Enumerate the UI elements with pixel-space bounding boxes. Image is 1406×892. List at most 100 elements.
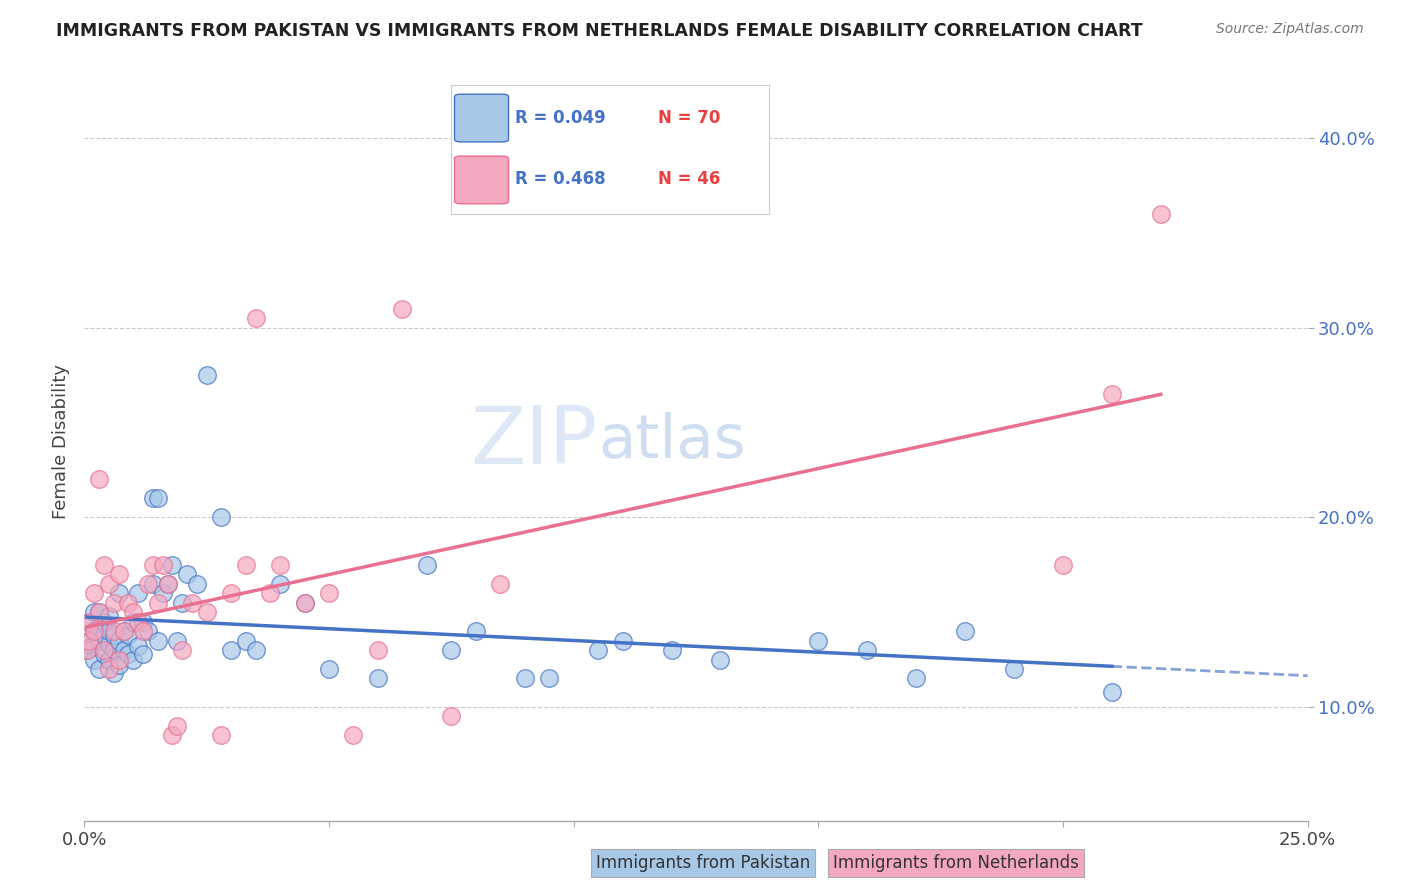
Point <box>235 633 257 648</box>
Point <box>76 643 98 657</box>
Point <box>440 709 463 723</box>
Point <box>77 633 100 648</box>
Point <box>1101 685 1123 699</box>
Point <box>186 576 208 591</box>
Point <box>93 558 115 572</box>
Point <box>107 567 129 582</box>
Point <box>1150 207 1173 221</box>
Text: Immigrants from Netherlands: Immigrants from Netherlands <box>834 855 1078 872</box>
Point <box>235 558 257 572</box>
Point <box>117 628 139 642</box>
Point <box>87 605 110 619</box>
Point <box>162 728 184 742</box>
Point <box>80 639 103 653</box>
Point <box>87 473 110 487</box>
Point <box>1002 662 1025 676</box>
Point <box>318 662 340 676</box>
Point <box>142 491 165 506</box>
Point <box>136 624 159 639</box>
Point <box>612 633 634 648</box>
Point <box>172 596 194 610</box>
Point <box>117 647 139 661</box>
Point <box>905 672 928 686</box>
Point <box>172 643 194 657</box>
Point <box>195 368 218 383</box>
Point <box>367 643 389 657</box>
Point <box>807 633 830 648</box>
Point <box>489 576 512 591</box>
Point <box>87 605 110 619</box>
Point <box>117 596 139 610</box>
Point <box>97 609 120 624</box>
Point <box>142 558 165 572</box>
Point <box>87 620 110 634</box>
Point <box>127 615 149 629</box>
Point <box>146 596 169 610</box>
Point <box>112 624 135 639</box>
Point <box>342 728 364 742</box>
Point <box>269 558 291 572</box>
Point <box>245 311 267 326</box>
Point <box>142 576 165 591</box>
Point <box>76 643 98 657</box>
Point <box>294 596 316 610</box>
Point <box>107 633 129 648</box>
Point <box>97 576 120 591</box>
Point <box>156 576 179 591</box>
Point <box>122 605 145 619</box>
Text: Source: ZipAtlas.com: Source: ZipAtlas.com <box>1216 22 1364 37</box>
Point <box>195 605 218 619</box>
Point <box>856 643 879 657</box>
Point <box>709 652 731 666</box>
Point <box>132 647 155 661</box>
Point <box>152 586 174 600</box>
Point <box>103 643 125 657</box>
Point <box>209 728 232 742</box>
Text: Immigrants from Pakistan: Immigrants from Pakistan <box>596 855 810 872</box>
Point <box>166 633 188 648</box>
Point <box>245 643 267 657</box>
Point <box>107 586 129 600</box>
Point <box>103 665 125 680</box>
Point <box>538 672 561 686</box>
Point <box>318 586 340 600</box>
Point <box>103 596 125 610</box>
Point <box>152 558 174 572</box>
Point <box>416 558 439 572</box>
Point <box>146 491 169 506</box>
Point <box>1101 387 1123 401</box>
Point <box>136 576 159 591</box>
Point <box>93 628 115 642</box>
Point <box>464 624 486 639</box>
Point <box>87 662 110 676</box>
Point <box>77 615 100 629</box>
Point <box>176 567 198 582</box>
Point <box>97 662 120 676</box>
Point <box>122 615 145 629</box>
Point <box>132 615 155 629</box>
Point <box>103 628 125 642</box>
Point <box>83 605 105 619</box>
Point <box>166 719 188 733</box>
Text: atlas: atlas <box>598 412 745 471</box>
Point <box>259 586 281 600</box>
Point <box>209 510 232 524</box>
Point <box>269 576 291 591</box>
Point <box>93 647 115 661</box>
Point <box>181 596 204 610</box>
Point <box>112 624 135 639</box>
Point <box>83 652 105 666</box>
Point <box>97 637 120 651</box>
Point <box>1052 558 1074 572</box>
Point <box>219 643 242 657</box>
Text: IMMIGRANTS FROM PAKISTAN VS IMMIGRANTS FROM NETHERLANDS FEMALE DISABILITY CORREL: IMMIGRANTS FROM PAKISTAN VS IMMIGRANTS F… <box>56 22 1143 40</box>
Point <box>513 672 536 686</box>
Point <box>122 652 145 666</box>
Point <box>132 624 155 639</box>
Point <box>97 624 120 639</box>
Text: ZIP: ZIP <box>471 402 598 481</box>
Point <box>83 624 105 639</box>
Point <box>83 586 105 600</box>
Point <box>93 615 115 629</box>
Point <box>127 586 149 600</box>
